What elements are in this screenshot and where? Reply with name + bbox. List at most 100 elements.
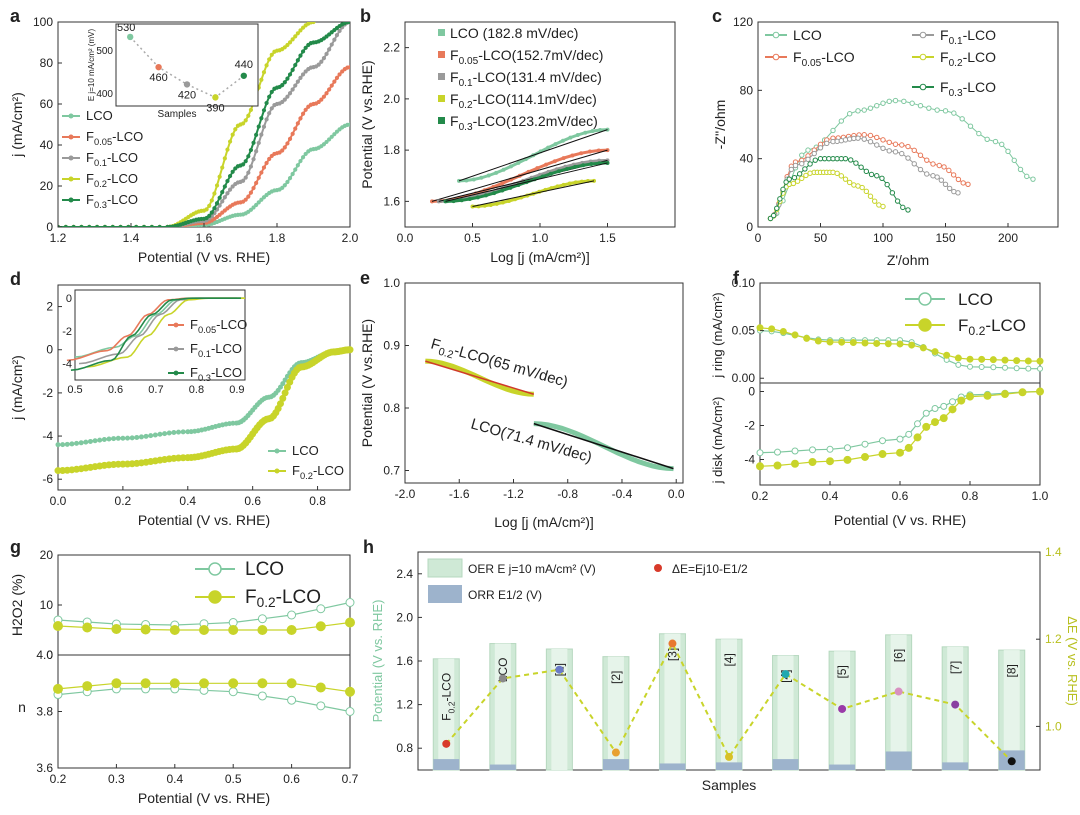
panel-b-series-point <box>500 181 505 186</box>
x-tick-label: 1.8 <box>269 231 286 245</box>
panel-f-disk-f02-point <box>904 443 913 452</box>
panel-c-series <box>767 135 961 222</box>
panel-g-h2o2-f02-point <box>111 624 122 634</box>
panel-a-series-point <box>267 111 272 116</box>
y-tick-label: 20 <box>40 548 54 562</box>
panel-c-series-point <box>955 190 961 196</box>
panel-f-disk-f02-point <box>878 450 887 459</box>
legend-label: F0.2-LCO <box>940 49 996 69</box>
panel-f-ring-f02-point <box>943 351 951 359</box>
legend-marker <box>438 51 445 58</box>
legend-marker <box>68 134 74 140</box>
legend-label: LCO (182.8 mV/dec) <box>450 25 578 41</box>
panel-c-series-point <box>838 118 845 124</box>
panel-a-series-point <box>282 145 287 150</box>
panel-a-series-point <box>319 144 324 149</box>
orr-bar <box>942 762 969 770</box>
panel-a-series-point <box>254 149 259 154</box>
panel-c-series-point <box>911 147 917 154</box>
panel-f-ring-f02-point <box>919 344 927 352</box>
panel-b-series-point <box>546 145 551 150</box>
panel-c-series-point <box>861 132 867 138</box>
panel-f-disk-lco-point <box>756 449 764 457</box>
panel-c-series-point <box>867 193 874 199</box>
panel-a-series-point <box>251 185 256 191</box>
panel-g-h2o2-f02-point <box>199 625 209 635</box>
panel-a-series-point <box>300 25 306 30</box>
y-tick-label: 0.8 <box>383 401 400 415</box>
inset-point-label: 530 <box>117 22 135 34</box>
panel-f-disk-lco <box>756 388 1044 457</box>
oer-bar-highlight <box>494 643 511 770</box>
panel-a-series-point <box>259 132 264 137</box>
panel-a-series-point <box>134 224 139 227</box>
panel-a-series-point <box>214 201 220 206</box>
panel-c-series-point <box>838 137 845 144</box>
panel-c-series-point <box>889 190 896 196</box>
x-tick-label: 0.4 <box>179 494 196 508</box>
panel-c-series-point <box>909 100 915 106</box>
panel-b-series-point <box>573 180 578 185</box>
panel-f-disk-lco-point <box>896 435 904 443</box>
panel-a-series-point <box>329 134 334 139</box>
panel-a-series-point <box>212 191 217 196</box>
panel-f-ring-lco-point <box>955 361 962 368</box>
panel-a-series-point <box>248 164 254 169</box>
panel-c-series-point <box>880 100 886 106</box>
panel-a-series-point <box>264 100 269 106</box>
panel-a-series-point <box>217 174 222 179</box>
panel-c-xlabel: Z'/ohm <box>887 252 929 268</box>
oer-bar-highlight <box>438 658 455 770</box>
panel-b-series-point <box>540 174 545 179</box>
panel-d-series-lco-point <box>92 438 98 444</box>
x-tick-label: -2.0 <box>395 487 416 501</box>
panel-b-series-point <box>535 166 540 171</box>
panel-c-series-point <box>799 152 805 158</box>
panel-label: f <box>733 268 740 288</box>
panel-a-series-point <box>254 202 259 208</box>
panel-a-series-point <box>217 195 222 200</box>
panel-b-series-point <box>492 191 497 196</box>
panel-a-series-point <box>282 97 287 102</box>
panel-a-series-point <box>319 59 324 64</box>
panel-c-series-point <box>858 164 864 170</box>
panel-b-series-point <box>553 142 558 147</box>
x-tick-label: 0.3 <box>108 772 125 786</box>
y-tick-label: 0 <box>46 220 53 234</box>
panel-a-series-point <box>300 49 306 54</box>
panel-a-series-point <box>71 224 76 227</box>
panel-a-series-point <box>290 171 295 177</box>
panel-b-series-point <box>555 184 560 189</box>
panel-a-series-point <box>243 118 248 123</box>
legend-marker <box>919 53 927 61</box>
panel-a-series-point <box>248 190 254 195</box>
x-tick-label: 0.0 <box>668 487 685 501</box>
panel-e-axes <box>404 282 684 484</box>
y-tick-label: 2.0 <box>383 92 400 106</box>
panel-a-series-point <box>220 190 225 195</box>
panel-a-series-point <box>209 210 214 215</box>
panel-a-series-point <box>290 37 295 42</box>
panel-a-series-point <box>256 124 261 129</box>
panel-a-series-point <box>324 91 329 96</box>
panel-a-series-point <box>220 199 225 204</box>
panel-f-ring-f02-point <box>861 339 869 347</box>
delta-e-point <box>611 748 620 757</box>
panel-label: g <box>10 537 21 557</box>
panel-a-series-point <box>251 157 256 162</box>
panel-c-series-point <box>951 110 957 116</box>
panel-a-series-point <box>87 224 92 227</box>
panel-e-xlabel: Log [j (mA/cm²)] <box>494 514 594 530</box>
panel-f-disk-lco-point <box>809 446 816 454</box>
panel-c-series-point <box>900 204 906 211</box>
panel-c-series-point <box>796 171 803 177</box>
panel-f-disk-f02-point <box>1001 390 1009 399</box>
legend-marker <box>173 346 179 352</box>
panel-b-series-point <box>596 148 601 153</box>
delta-e-point <box>498 674 507 683</box>
panel-a-series-point <box>327 137 332 142</box>
oer-bar-highlight <box>1003 650 1020 770</box>
x-tick-label: 50 <box>814 231 828 245</box>
panel-c-series-point <box>834 170 840 177</box>
panel-a-series-point <box>327 47 332 52</box>
